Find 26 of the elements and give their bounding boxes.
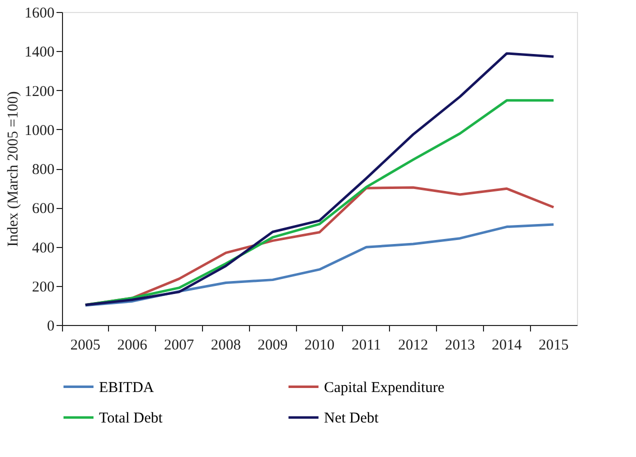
x-tick-label: 2005 <box>70 338 100 354</box>
y-tick-label: 1200 <box>24 84 54 100</box>
x-tick-label: 2006 <box>117 338 148 354</box>
x-tick-label: 2008 <box>210 338 241 354</box>
y-tick-label: 0 <box>47 318 54 334</box>
y-tick-label: 1000 <box>24 122 54 139</box>
y-axis-title: Index (March 2005 =100) <box>6 91 22 247</box>
x-tick-label: 2010 <box>304 338 334 354</box>
legend-label: EBITDA <box>99 380 154 396</box>
x-tick-label: 2013 <box>444 338 475 354</box>
y-tick-label: 200 <box>32 279 54 296</box>
y-tick-label: 600 <box>32 201 54 218</box>
y-tick-label: 1400 <box>24 44 54 61</box>
legend-label: Net Debt <box>324 410 380 426</box>
line-series <box>84 52 555 306</box>
legend-label: Capital Expenditure <box>324 380 445 396</box>
x-tick-label: 2012 <box>398 338 428 354</box>
x-tick-label: 2011 <box>352 338 382 354</box>
x-tick-label: 2007 <box>164 338 195 354</box>
y-tick-label: 400 <box>32 240 54 256</box>
x-tick-label: 2014 <box>492 338 522 354</box>
x-tick-label: 2015 <box>538 338 569 354</box>
y-tick-label: 800 <box>32 162 54 178</box>
legend-label: Total Debt <box>99 410 164 426</box>
x-tick-label: 2009 <box>258 338 288 354</box>
y-tick-label: 1600 <box>24 6 54 22</box>
